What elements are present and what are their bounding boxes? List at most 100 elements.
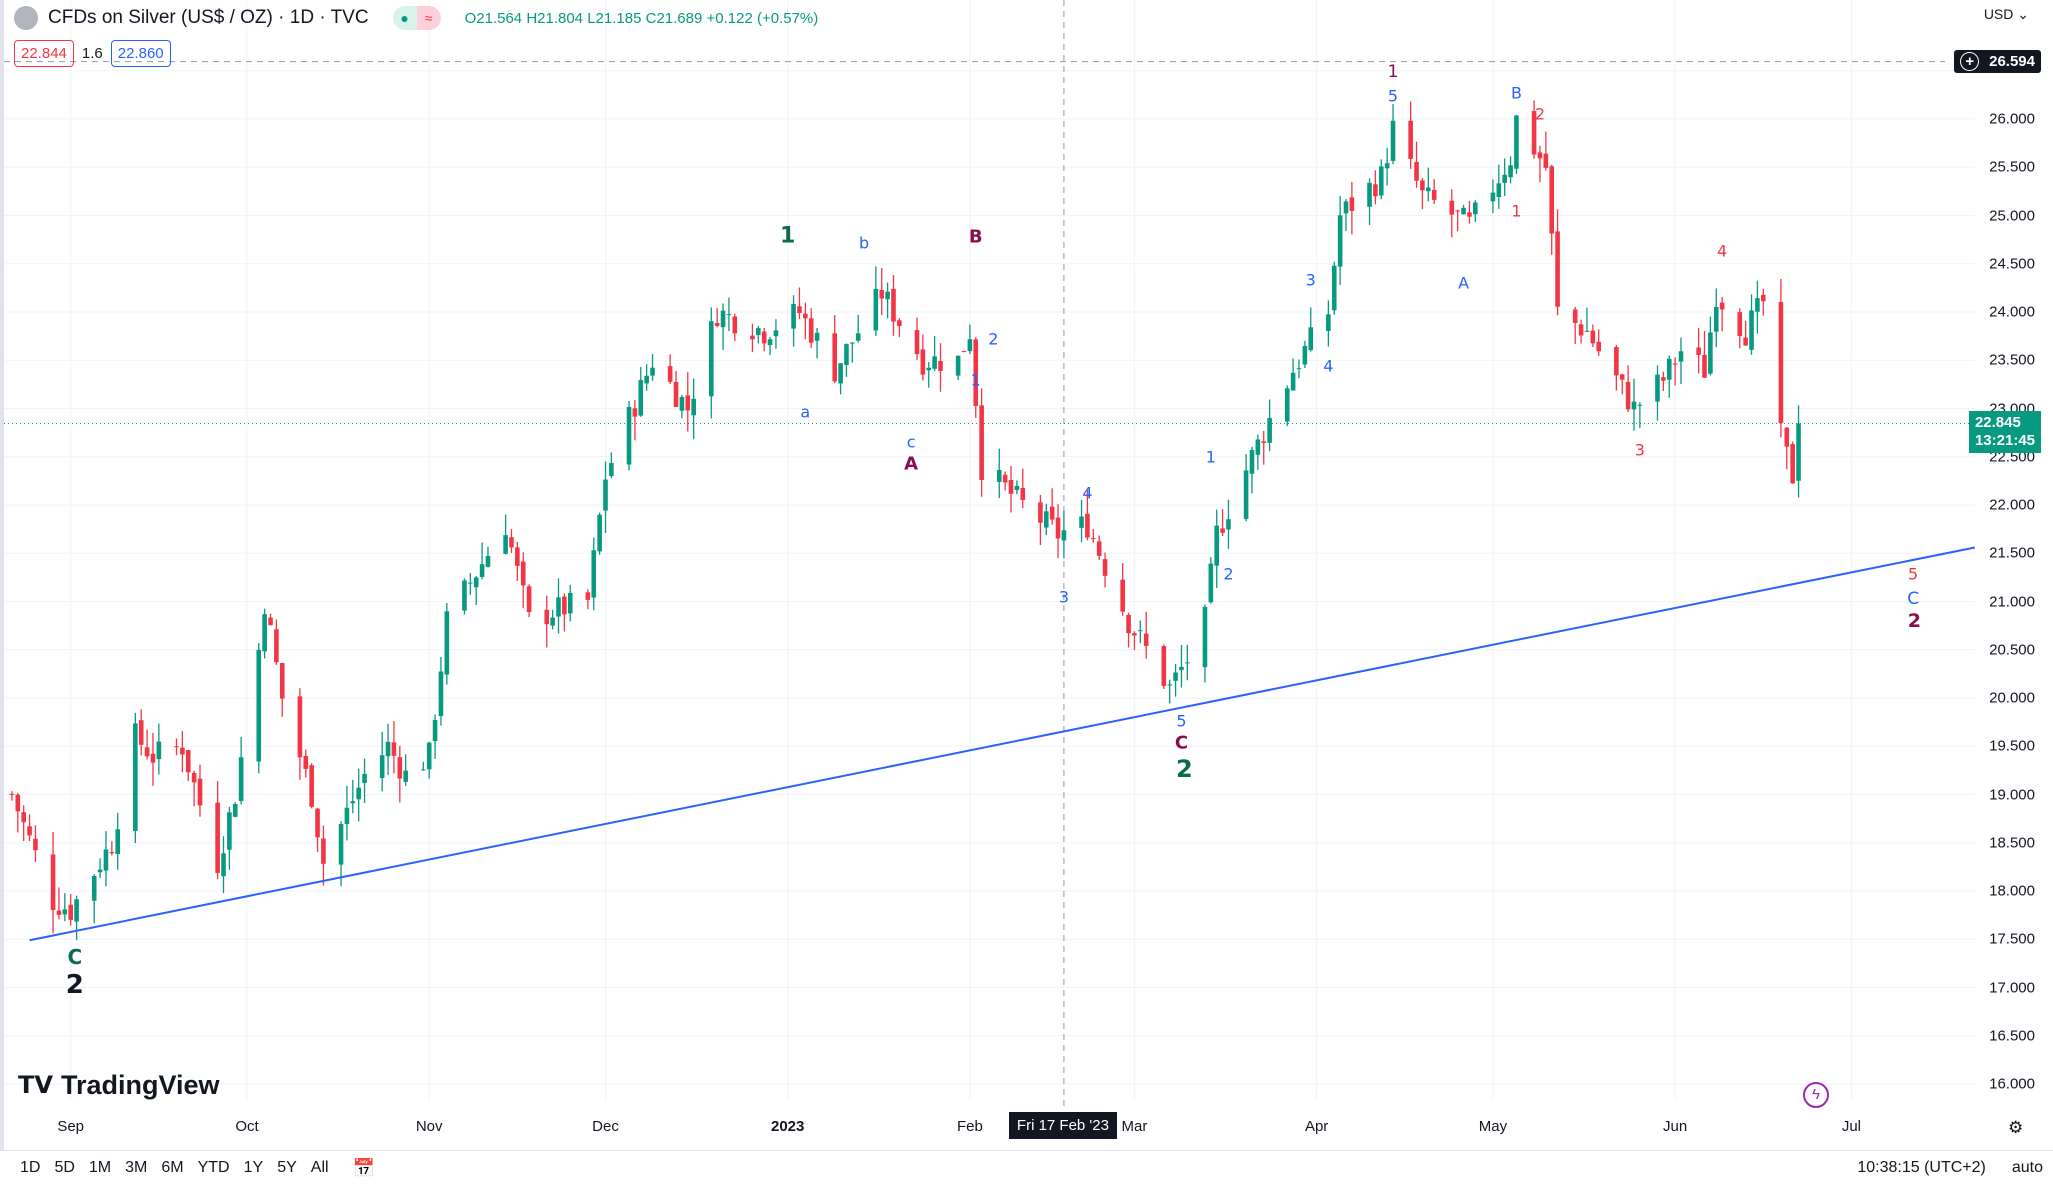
candle-body [879, 289, 885, 299]
range-button-5d[interactable]: 5D [54, 1159, 75, 1176]
buy-price-button[interactable]: 22.860 [110, 40, 171, 67]
wave-label[interactable]: 1 [1205, 447, 1216, 467]
candle-body [526, 586, 532, 613]
wave-label[interactable]: 4 [1082, 483, 1093, 503]
candle-body [767, 339, 773, 346]
auto-scale-button[interactable]: auto [2011, 1159, 2043, 1176]
price-axis-label: 16.500 [1989, 1027, 2035, 1045]
wave-label[interactable]: 5 [1908, 564, 1919, 584]
wave-label[interactable]: 3 [1305, 270, 1316, 290]
candle-body [109, 852, 115, 854]
candle-body [1502, 174, 1507, 183]
candle-body [503, 535, 508, 554]
wave-label[interactable]: c [906, 432, 916, 452]
wave-label[interactable]: 1 [1511, 201, 1522, 221]
wave-label[interactable]: 1 [780, 223, 796, 249]
candle-body [603, 479, 608, 511]
wave-label[interactable]: 2 [1534, 104, 1546, 124]
wave-label[interactable]: 2 [1223, 564, 1234, 584]
candle-body [667, 366, 673, 382]
candle-body [1666, 358, 1672, 380]
candle-body [515, 547, 520, 566]
clock[interactable]: 10:38:15 (UTC+2) [1857, 1159, 1986, 1176]
candle-body [256, 649, 262, 762]
time-axis-label: 2023 [771, 1118, 805, 1135]
wave-label[interactable]: 5 [1176, 711, 1187, 731]
wave-label[interactable]: 5 [1387, 86, 1399, 106]
candle-body [1367, 182, 1372, 207]
crosshair-date-label: Fri 17 Feb '23 [1008, 1112, 1117, 1139]
wave-label[interactable]: C [1174, 732, 1189, 754]
candle-body [1049, 506, 1055, 520]
range-button-3m[interactable]: 3M [125, 1159, 148, 1176]
candle-body [967, 339, 973, 352]
range-button-6m[interactable]: 6M [161, 1159, 184, 1176]
candle-body [462, 580, 467, 611]
sell-price-button[interactable]: 22.844 [14, 40, 74, 67]
wave-label[interactable]: 2 [1176, 755, 1193, 784]
candle-body [1179, 666, 1184, 671]
candle-body [797, 306, 802, 314]
range-button-1d[interactable]: 1D [20, 1159, 41, 1176]
candle-body [996, 469, 1002, 482]
time-axis-label: Sep [57, 1118, 85, 1135]
candle-body [938, 361, 943, 371]
candle-body [1743, 337, 1748, 346]
add-alert-icon[interactable]: + [1960, 52, 1980, 71]
candle-body [544, 609, 550, 625]
wave-label[interactable]: a [800, 402, 811, 422]
candle-body [473, 577, 479, 588]
date-range-calendar-icon[interactable]: 📅 [352, 1157, 375, 1178]
spread: 1.6 [81, 45, 103, 62]
wave-label[interactable]: b [859, 233, 870, 253]
candle-body [1126, 614, 1131, 634]
price-axis-label: 20.000 [1989, 689, 2035, 707]
wave-label[interactable]: 3 [1634, 440, 1645, 460]
wave-label[interactable]: B [968, 226, 983, 248]
wave-label[interactable]: 3 [1058, 587, 1069, 607]
candle-body [1590, 330, 1596, 344]
candle-body [1555, 231, 1560, 307]
wave-label[interactable]: 4 [1323, 356, 1334, 376]
candle-body [1461, 207, 1466, 215]
lightning-icon[interactable]: ϟ [1803, 1082, 1829, 1108]
left-border [0, 0, 4, 1150]
wave-label[interactable]: 1 [1387, 61, 1399, 82]
range-button-5y[interactable]: 5Y [277, 1159, 297, 1176]
candle-body [74, 899, 79, 922]
candle-body [720, 310, 726, 328]
wave-label[interactable]: 2 [988, 329, 999, 349]
candle-body [268, 617, 273, 626]
wave-label[interactable]: A [1458, 273, 1470, 293]
price-chart[interactable] [0, 0, 1975, 1150]
market-status[interactable]: ● ≈ [392, 6, 441, 30]
range-button-ytd[interactable]: YTD [197, 1159, 230, 1176]
time-axis-label: Oct [235, 1118, 259, 1135]
wave-label[interactable]: 4 [1717, 241, 1728, 261]
wave-label[interactable]: A [904, 453, 919, 474]
range-button-1y[interactable]: 1Y [243, 1159, 264, 1176]
wave-label[interactable]: B [1510, 83, 1522, 103]
wave-label[interactable]: C [1907, 588, 1920, 609]
candle-body [1102, 559, 1108, 576]
range-button-all[interactable]: All [310, 1159, 329, 1176]
tradingview-logo[interactable]: 𝗧𝗩 TradingView [18, 1070, 220, 1100]
candle-body [844, 344, 849, 365]
settings-gear-icon[interactable]: ⚙ [2008, 1118, 2024, 1137]
candle-body [1267, 417, 1272, 443]
candle-body [1373, 184, 1378, 197]
candle-body [397, 757, 403, 779]
wave-label[interactable]: 2 [65, 969, 84, 1000]
candle-body [650, 367, 655, 376]
symbol-title[interactable]: CFDs on Silver (US$ / OZ) · 1D · TVC [48, 7, 369, 28]
wave-label[interactable]: C [67, 944, 83, 969]
candle-body [1337, 215, 1343, 267]
candle-body [1508, 165, 1513, 178]
wave-label[interactable]: 2 [1907, 609, 1921, 632]
range-button-1m[interactable]: 1M [88, 1159, 112, 1176]
wave-label[interactable]: 1 [970, 370, 981, 390]
trend-line [29, 546, 1975, 942]
candle-body [1549, 166, 1555, 234]
currency-select[interactable]: USD ⌄ [1983, 6, 2029, 22]
candle-body [679, 396, 685, 411]
